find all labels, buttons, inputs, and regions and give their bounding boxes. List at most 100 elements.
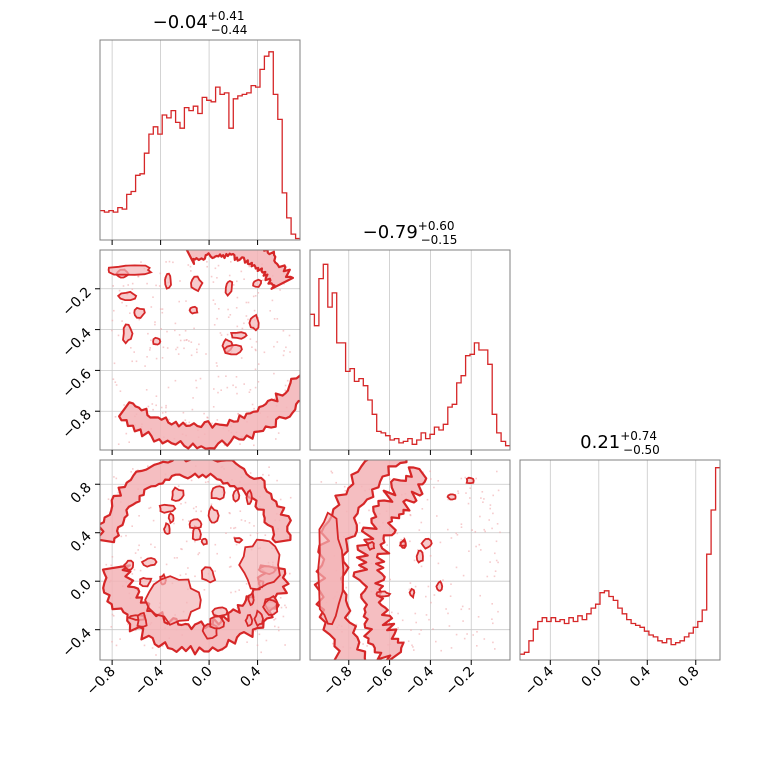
sample-point bbox=[192, 397, 194, 399]
sample-point bbox=[175, 348, 177, 351]
sample-point bbox=[198, 552, 201, 554]
sample-point bbox=[244, 520, 246, 522]
sample-point bbox=[216, 419, 219, 421]
sample-point bbox=[489, 504, 492, 506]
sample-point bbox=[174, 329, 176, 332]
sample-point bbox=[355, 623, 358, 626]
contour-island bbox=[163, 522, 171, 535]
sample-point bbox=[468, 608, 471, 610]
sample-point bbox=[280, 606, 283, 609]
sample-point bbox=[229, 512, 231, 515]
sample-point bbox=[229, 556, 231, 559]
sample-point bbox=[494, 648, 496, 650]
sample-point bbox=[289, 351, 291, 353]
sample-point bbox=[144, 365, 146, 367]
contour-island bbox=[170, 486, 185, 502]
sample-point bbox=[491, 527, 493, 530]
sample-point bbox=[138, 544, 140, 547]
x-tick-label: 0.4 bbox=[237, 663, 264, 690]
density-layer bbox=[100, 460, 292, 656]
sample-point bbox=[239, 510, 242, 512]
sample-point bbox=[368, 509, 370, 512]
sample-point bbox=[111, 329, 113, 332]
sample-point bbox=[207, 481, 209, 483]
sample-point bbox=[258, 633, 261, 636]
sample-point bbox=[187, 264, 190, 266]
sample-point bbox=[495, 559, 498, 562]
sample-point bbox=[149, 506, 152, 509]
sample-point bbox=[409, 582, 412, 584]
sample-point bbox=[447, 498, 449, 501]
contour-island bbox=[200, 566, 217, 584]
sample-point bbox=[386, 544, 388, 546]
sample-point bbox=[495, 540, 498, 543]
sample-point bbox=[245, 583, 248, 585]
sample-point bbox=[130, 471, 132, 473]
sample-point bbox=[196, 351, 198, 354]
sample-point bbox=[276, 318, 279, 320]
sample-point bbox=[268, 474, 270, 477]
sample-point bbox=[491, 603, 493, 605]
sample-point bbox=[213, 388, 215, 390]
sample-point bbox=[433, 486, 435, 489]
sample-point bbox=[415, 621, 417, 624]
sample-point bbox=[450, 537, 453, 539]
sample-point bbox=[154, 321, 156, 323]
sample-point bbox=[288, 334, 291, 337]
sample-point bbox=[482, 501, 484, 503]
sample-point bbox=[240, 270, 243, 273]
sample-point bbox=[138, 627, 140, 630]
sample-point bbox=[481, 491, 484, 493]
sample-point bbox=[282, 330, 285, 332]
sample-point bbox=[251, 346, 253, 348]
sample-point bbox=[168, 260, 171, 263]
sample-point bbox=[362, 643, 364, 645]
contour-island bbox=[398, 540, 407, 547]
sample-point bbox=[455, 633, 458, 636]
sample-point bbox=[427, 585, 430, 588]
sample-point bbox=[276, 341, 279, 343]
x-tick-label: −0.2 bbox=[443, 664, 478, 699]
x-tick-label: −0.4 bbox=[522, 663, 557, 698]
contour-island bbox=[167, 512, 175, 525]
sample-point bbox=[137, 549, 139, 551]
panel-2-2 bbox=[520, 460, 720, 660]
sample-point bbox=[111, 556, 114, 558]
sample-point bbox=[217, 264, 220, 267]
sample-point bbox=[152, 408, 154, 411]
sample-point bbox=[460, 477, 463, 480]
sample-point bbox=[173, 522, 175, 525]
sample-point bbox=[403, 537, 405, 539]
sample-point bbox=[425, 614, 428, 616]
sample-point bbox=[264, 534, 267, 536]
sample-point bbox=[460, 608, 463, 611]
sample-point bbox=[251, 403, 254, 406]
sample-point bbox=[345, 586, 348, 589]
sample-point bbox=[412, 646, 414, 648]
sample-point bbox=[182, 518, 184, 521]
sample-point bbox=[147, 332, 149, 335]
sample-point bbox=[117, 443, 120, 445]
panel-title: −0.79+0.60 −0.15 bbox=[363, 219, 458, 247]
sample-point bbox=[420, 565, 423, 568]
sample-point bbox=[282, 615, 285, 618]
sample-point bbox=[219, 332, 222, 334]
sample-point bbox=[146, 356, 148, 358]
sample-point bbox=[492, 622, 494, 625]
sample-point bbox=[172, 261, 174, 264]
sample-point bbox=[214, 267, 217, 270]
sample-point bbox=[254, 629, 257, 632]
contour-island bbox=[446, 493, 457, 501]
sample-point bbox=[165, 406, 167, 409]
sample-point bbox=[133, 351, 135, 353]
sample-point bbox=[212, 281, 215, 283]
sample-point bbox=[436, 515, 438, 517]
sample-point bbox=[154, 546, 156, 548]
sample-point bbox=[492, 641, 494, 644]
sample-point bbox=[111, 640, 113, 643]
sample-point bbox=[161, 357, 164, 359]
sample-point bbox=[232, 384, 234, 387]
contour-island bbox=[366, 540, 376, 552]
sample-point bbox=[162, 346, 165, 349]
sample-point bbox=[472, 634, 474, 636]
